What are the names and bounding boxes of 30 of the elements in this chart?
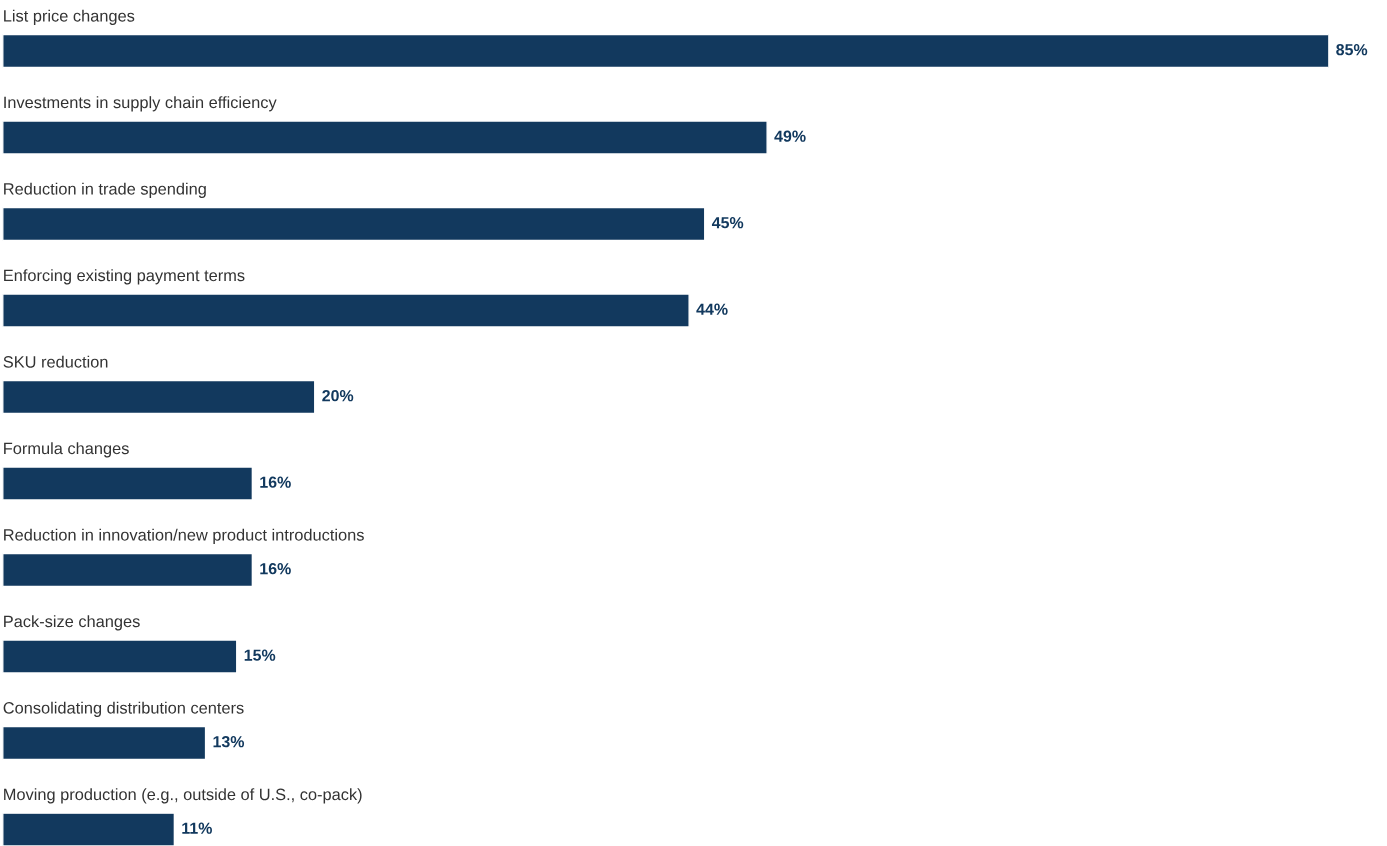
y-tick-label: Reduction in innovation/new product introductions	[4, 528, 364, 544]
bar	[2, 293, 690, 328]
bar	[2, 33, 1329, 69]
data-label: 16%	[260, 563, 291, 575]
y-tick-label: Reduction in trade spending	[4, 182, 206, 198]
data-label: 13%	[213, 736, 245, 748]
data-label: 16%	[260, 476, 291, 488]
bar	[2, 379, 316, 415]
data-label: 49%	[774, 130, 806, 142]
data-label: 11%	[182, 822, 212, 834]
data-label: 15%	[244, 649, 276, 661]
y-tick-label: List price changes	[4, 9, 135, 25]
y-tick-label: Enforcing existing payment terms	[4, 269, 245, 285]
y-tick-label: Pack-size changes	[4, 615, 140, 631]
y-tick-label: Moving production (e.g., outside of U.S., co-pack)	[4, 788, 362, 804]
data-label: 44%	[696, 303, 728, 315]
bar	[2, 120, 768, 155]
bar	[2, 812, 176, 846]
bar	[2, 725, 207, 761]
y-tick-label: Formula changes	[4, 442, 129, 458]
bar	[2, 466, 254, 501]
y-tick-label: SKU reduction	[3, 355, 108, 368]
bar	[2, 639, 238, 674]
bar	[2, 206, 706, 242]
data-label: 85%	[1336, 44, 1368, 56]
data-label: 45%	[711, 217, 744, 229]
y-tick-label: Consolidating distribution centers	[3, 701, 244, 717]
y-tick-label: Investments in supply chain efficiency	[4, 96, 277, 112]
bar	[2, 552, 254, 588]
data-label: 20%	[322, 390, 354, 402]
